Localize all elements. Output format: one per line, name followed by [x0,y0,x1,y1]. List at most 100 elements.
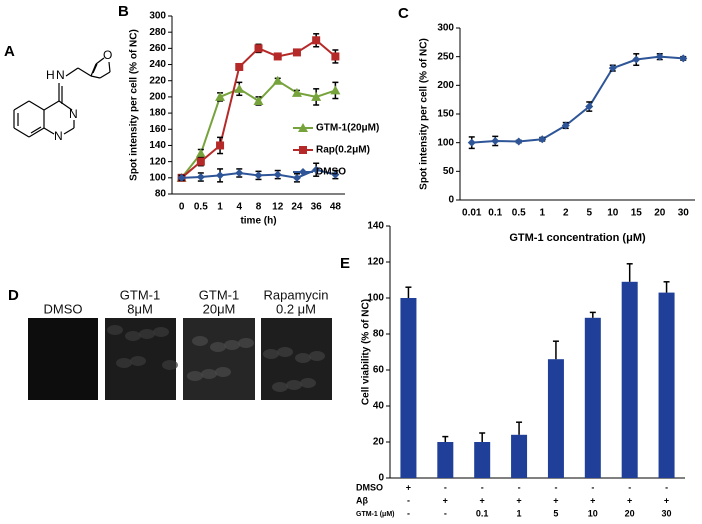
panel-label: C [398,5,409,22]
y-tick-label: 260 [149,43,166,54]
row-label: DMSO [356,482,383,492]
y-tick-label: 100 [149,172,166,183]
row-cell: + [516,495,521,505]
atom-label: N [56,68,65,82]
x-tick-label: 24 [291,202,303,213]
atom-label: O [103,48,112,62]
row-cell: 10 [588,508,598,518]
marker [177,173,186,182]
y-tick-label: 300 [149,11,166,22]
cell [277,347,293,357]
y-tick-label: 220 [149,75,166,86]
marker [273,52,282,61]
cell [125,331,141,341]
cell [309,351,325,361]
marker [215,91,226,101]
row-cell: 0.1 [476,508,489,518]
bar [437,442,454,478]
y-tick-label: 120 [149,156,166,167]
marker [585,102,594,111]
marker [273,170,282,179]
cell [263,349,279,359]
row-cell: - [444,508,447,518]
image-caption: GTM-1 [120,287,160,302]
micrograph [183,318,255,400]
image-caption: 8μM [127,301,153,316]
atom-label: H [46,68,55,82]
x-tick-label: 15 [631,208,643,219]
x-tick-label: 1 [539,208,545,219]
row-cell: - [554,482,557,492]
row-cell: - [665,482,668,492]
cell [295,353,311,363]
marker [254,171,263,180]
row-cell: + [443,495,448,505]
x-axis-label: time (h) [240,216,276,227]
cell [130,356,146,366]
x-tick-label: 0.1 [488,208,502,219]
legend-label: GTM-1(20μM) [316,123,379,134]
y-tick-label: 50 [443,166,455,177]
y-tick-label: 120 [367,257,384,268]
x-axis-label: GTM-1 concentration (μM) [509,232,646,244]
y-tick-label: 140 [149,140,166,151]
marker [254,44,263,53]
marker [235,62,244,71]
row-cell: + [406,482,411,492]
cell [192,336,208,346]
cell [238,338,254,348]
marker [330,85,341,95]
row-cell: + [480,495,485,505]
image-caption: 0.2 μM [276,301,316,316]
cell [201,369,217,379]
row-cell: 20 [625,508,635,518]
y-tick-label: 200 [149,92,166,103]
legend-label: DMSO [316,167,346,178]
y-tick-label: 40 [373,401,385,412]
row-cell: 30 [662,508,672,518]
y-tick-label: 100 [437,137,454,148]
row-cell: - [591,482,594,492]
row-cell: + [590,495,595,505]
marker [467,138,476,147]
x-tick-label: 1 [217,202,223,213]
marker [538,135,547,144]
line [471,55,684,144]
y-tick-label: 200 [437,80,454,91]
x-tick-label: 8 [256,202,262,213]
marker [272,75,283,85]
marker [291,87,302,97]
cell [162,360,178,370]
cell [187,371,203,381]
bar [474,442,491,478]
marker [655,52,664,61]
row-cell: + [664,495,669,505]
cell [116,358,132,368]
x-tick-label: 4 [236,202,242,213]
bar [547,359,564,478]
row-cell: - [444,482,447,492]
micrographs [28,318,332,400]
bar [584,317,601,478]
y-tick-label: 300 [437,23,454,34]
row-cell: - [481,482,484,492]
marker [561,121,570,130]
x-tick-label: 10 [607,208,619,219]
row-label: GTM-1 (μM) [356,511,395,518]
marker [216,141,225,150]
marker [491,136,500,145]
y-tick-label: 80 [373,329,385,340]
marker [298,123,308,132]
image-caption: 20μM [203,301,236,316]
image-caption: DMSO [44,301,83,316]
marker [292,173,301,182]
image-caption: GTM-1 [199,287,239,302]
y-tick-label: 0 [448,195,454,206]
marker [331,52,340,61]
marker [608,64,617,73]
marker [679,54,688,63]
molecule: H N N N O [13,48,112,143]
x-tick-label: 12 [272,202,284,213]
row-cell: + [553,495,558,505]
